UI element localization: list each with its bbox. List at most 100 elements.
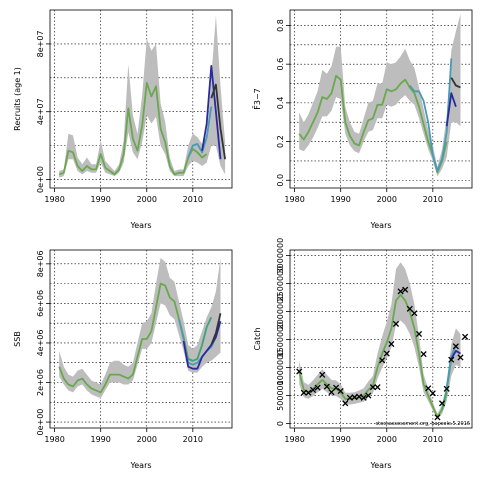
- confidence-band: [299, 13, 461, 177]
- data-point: [342, 400, 349, 407]
- x-tick-label: 1990: [91, 435, 111, 444]
- data-point: [388, 340, 395, 348]
- data-point: [300, 389, 307, 396]
- series-line: [58, 82, 208, 176]
- x-axis-title: Years: [129, 221, 151, 230]
- x-tick-label: 1990: [331, 435, 351, 444]
- y-tick-label: 0: [276, 421, 285, 426]
- x-tick-label: 2000: [377, 195, 397, 204]
- x-axis-title: Years: [129, 461, 151, 470]
- data-point: [356, 393, 363, 400]
- data-point: [379, 357, 386, 364]
- data-point: [429, 390, 436, 397]
- data-point: [383, 350, 390, 357]
- y-tick-label: 2000000: [276, 294, 285, 330]
- x-tick-label: 1990: [331, 195, 351, 204]
- data-point: [438, 400, 446, 407]
- data-point: [323, 383, 330, 390]
- series-line: [445, 92, 457, 127]
- y-tick-label: 0.2: [276, 135, 285, 148]
- x-tick-label: 1980: [284, 435, 304, 444]
- confidence-band: [59, 15, 226, 178]
- y-tick-label: 1500000: [276, 322, 285, 358]
- data-point: [397, 288, 404, 295]
- series-line: [210, 83, 226, 160]
- series-line: [201, 65, 222, 160]
- data-point: [374, 384, 381, 391]
- series-line: [210, 313, 222, 346]
- plot-frame: [49, 9, 233, 189]
- x-axis-title: Years: [369, 221, 391, 230]
- series-line: [450, 349, 461, 360]
- y-tick-label: 4e+07: [36, 98, 45, 125]
- plot-frame: [49, 249, 233, 429]
- series-line: [445, 344, 457, 388]
- x-axis-title: Years: [369, 461, 391, 470]
- x-tick-label: 1980: [44, 195, 64, 204]
- y-tick-label: 4e+06: [36, 330, 45, 357]
- data-point: [365, 392, 372, 399]
- series-line: [182, 320, 222, 370]
- y-tick-label: 6e+06: [36, 290, 45, 317]
- y-tick-label: 8e+07: [36, 30, 45, 57]
- data-point: [406, 305, 413, 312]
- panel-catch: 1980 1990 2000 2010 0 50000010000001500000200…: [253, 238, 473, 470]
- source-annotation: stockassessment.org, bapsole.5.2016: [376, 421, 470, 427]
- data-point: [415, 330, 423, 338]
- plot-frame: [289, 9, 473, 189]
- series-line: [187, 106, 213, 158]
- y-tick-label: 3000000: [276, 238, 285, 274]
- data-point: [392, 320, 400, 327]
- y-tick-label: 2e+06: [36, 369, 45, 396]
- data-point: [452, 343, 459, 350]
- data-point: [443, 385, 450, 392]
- data-point: [314, 384, 321, 391]
- panel-fishing-mortality: 1980 1990 2000 2010 0.0 0.2 0.4 0.6 0.8 Years F̄3−…: [252, 9, 473, 230]
- series-line: [58, 282, 194, 394]
- x-tick-label: 2010: [423, 195, 443, 204]
- y-axis-title: Recruits (age 1): [13, 67, 22, 131]
- y-axis-title: Catch: [253, 327, 262, 350]
- panel-recruits: 1980 1990 2000 2010 0e+00 4e+07 8e+07 Years Recr…: [13, 9, 233, 230]
- y-axis-title: F̄3−7: [252, 88, 262, 109]
- data-point: [462, 333, 469, 340]
- y-tick-label: 0e+00: [36, 409, 45, 436]
- data-point: [305, 389, 312, 396]
- x-tick-label: 2000: [137, 195, 157, 204]
- panel-ssb: 1980 1990 2000 2010 0e+00 2e+06 4e+06 6e+06 8e+0…: [13, 249, 233, 470]
- data-point: [420, 351, 427, 358]
- series-line: [409, 58, 453, 172]
- data-point: [296, 368, 303, 375]
- x-tick-label: 2010: [183, 195, 203, 204]
- y-tick-label: 500000: [276, 380, 285, 411]
- x-tick-label: 1990: [91, 195, 111, 204]
- y-tick-label: 0.8: [276, 19, 285, 32]
- y-tick-label: 0.0: [276, 174, 285, 187]
- x-tick-label: 2010: [423, 435, 443, 444]
- x-tick-label: 1980: [44, 435, 64, 444]
- data-point: [333, 384, 340, 391]
- data-point: [360, 394, 367, 401]
- data-point: [425, 385, 432, 392]
- y-tick-label: 1000000: [276, 350, 285, 386]
- data-point: [369, 384, 376, 391]
- y-tick-label: 0e+00: [36, 166, 45, 193]
- y-tick-label: 0.6: [276, 58, 285, 71]
- x-tick-label: 1980: [284, 195, 304, 204]
- data-point: [411, 310, 418, 317]
- plot-frame: [289, 249, 473, 429]
- series-line: [298, 293, 448, 418]
- x-tick-label: 2000: [137, 435, 157, 444]
- data-point: [457, 354, 464, 361]
- data-point: [448, 356, 455, 363]
- data-point: [319, 371, 326, 378]
- data-point: [328, 389, 335, 396]
- data-point: [434, 414, 441, 421]
- data-point: [402, 286, 409, 293]
- series-line: [450, 77, 461, 89]
- series-line: [187, 316, 213, 362]
- x-tick-label: 2010: [183, 435, 203, 444]
- y-axis-title: SSB: [13, 331, 22, 347]
- x-tick-label: 2000: [377, 435, 397, 444]
